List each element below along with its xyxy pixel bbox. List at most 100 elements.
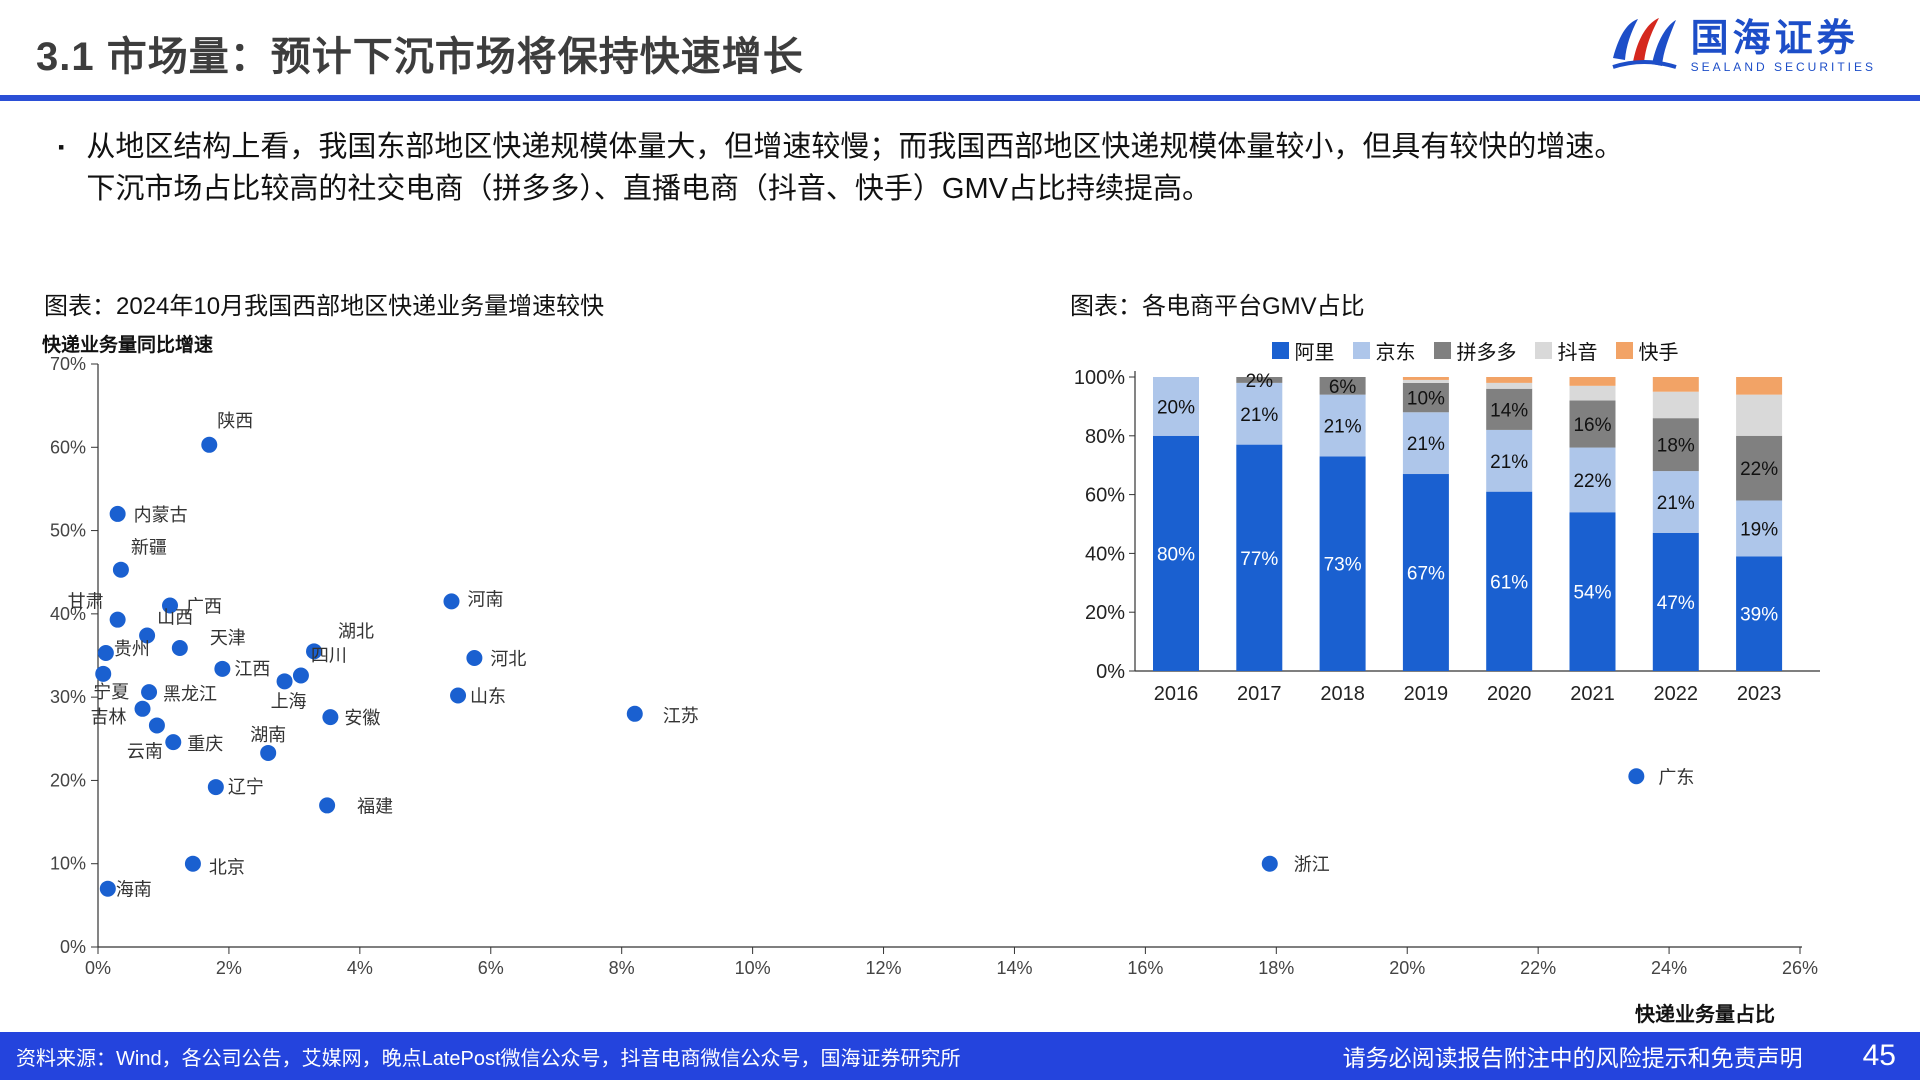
gmv-bar-chart: 0% 20% 40% 60% 80% 100% 2016 80% 20% 2017 77% 21% 2%…: [1074, 367, 1820, 705]
bullet-line-2: 下沉市场占比较高的社交电商（拼多多）、直播电商（抖音、快手）GMV占比持续提高。: [86, 173, 1211, 205]
logo-wave-right: [1651, 20, 1676, 66]
legend-label: 阿里: [1294, 342, 1335, 364]
bar-category-label: 2016: [1154, 683, 1199, 705]
bar-segment-label: 10%: [1407, 389, 1445, 410]
bar-segment-阿里: [1319, 456, 1366, 671]
x-tick-label: 10%: [735, 958, 771, 978]
x-tick-label: 8%: [609, 958, 635, 978]
bar-segment-label: 22%: [1740, 459, 1778, 480]
page-title: 3.1 市场量：预计下沉市场将保持快速增长: [36, 35, 804, 79]
scatter-point: [139, 627, 156, 644]
bar-y-tick-label: 40%: [1085, 543, 1125, 565]
x-tick-label: 20%: [1389, 958, 1425, 978]
bar-segment-阿里: [1486, 491, 1533, 671]
bar-y-tick-label: 80%: [1085, 426, 1125, 448]
scatter-chart: 0% 2% 4% 6% 8% 10% 12% 14% 16% 18% 20% 22% 24% 26% 0% 1…: [50, 354, 1818, 978]
scatter-point-label: 海南: [116, 880, 152, 900]
footer-bar: 资料来源：Wind，各公司公告，艾媒网，晚点LatePost微信公众号，抖音电商…: [0, 1032, 1920, 1080]
scatter-point-label: 江苏: [663, 706, 699, 726]
scatter-point: [1261, 855, 1278, 872]
bullet-marker-icon: ▪: [58, 137, 65, 157]
scatter-point-label: 浙江: [1294, 855, 1330, 875]
bar-segment-label: 67%: [1407, 564, 1445, 585]
scatter-point-label: 云南: [127, 741, 163, 761]
bar-segment-拼多多: [1486, 388, 1533, 430]
company-logo: 国海证券 SEALAND SECURITIES: [1607, 12, 1876, 79]
x-tick-label: 22%: [1520, 958, 1556, 978]
legend-swatch: [1615, 342, 1633, 359]
y-tick-label: 60%: [50, 437, 86, 457]
scatter-chart-title: 图表：2024年10月我国西部地区快递业务量增速较快: [44, 293, 605, 320]
legend-swatch: [1271, 342, 1289, 359]
bar-segment-京东: [1153, 377, 1199, 436]
bar-segment-京东: [1569, 447, 1616, 513]
bar-segment-快手: [1736, 377, 1783, 395]
bar-category-label: 2020: [1487, 683, 1532, 705]
scatter-point: [1628, 768, 1645, 785]
scatter-point-label: 江西: [234, 659, 270, 679]
legend-label: 快手: [1638, 342, 1679, 364]
footer-disclaimer-text: 请务必阅读报告附注中的风险提示和免责声明: [1342, 1045, 1803, 1071]
scatter-point-label: 重庆: [187, 734, 223, 754]
bar-segment-抖音: [1486, 382, 1533, 389]
x-tick-label: 16%: [1127, 958, 1163, 978]
scatter-point-label: 天津: [210, 628, 246, 648]
scatter-point-label: 湖南: [250, 725, 286, 745]
bar-segment-label: 80%: [1157, 544, 1195, 565]
x-tick-label: 2%: [216, 958, 242, 978]
bar-segment-label: 20%: [1157, 397, 1195, 418]
bar-segment-快手: [1402, 377, 1449, 380]
bar-category-label: 2017: [1237, 683, 1282, 705]
x-tick-label: 18%: [1258, 958, 1294, 978]
scatter-x-axis-title: 快递业务量占比: [1635, 1004, 1775, 1026]
scatter-point: [148, 717, 165, 734]
scatter-point: [141, 684, 158, 701]
scatter-point: [162, 597, 179, 614]
scatter-point-label: 辽宁: [228, 777, 264, 797]
y-tick-label: 40%: [50, 604, 86, 624]
scatter-point: [99, 880, 116, 897]
scatter-point: [319, 797, 336, 814]
bar-segment-拼多多: [1319, 377, 1366, 395]
gmv-chart-legend: 阿里 京东 拼多多 抖音 快手: [1060, 336, 1890, 365]
scatter-point-label: 四川: [311, 645, 347, 665]
bar-segment-label: 77%: [1240, 549, 1278, 570]
scatter-point: [207, 779, 224, 796]
y-tick-label: 70%: [50, 354, 86, 374]
legend-swatch: [1352, 342, 1370, 359]
scatter-point-label: 甘肃: [68, 592, 104, 612]
scatter-point: [276, 673, 293, 690]
bullet-line-1: 从地区结构上看，我国东部地区快递规模体量大，但增速较慢；而我国西部地区快递规模体…: [86, 131, 1624, 163]
scatter-point-label: 湖北: [338, 621, 374, 641]
bar-segment-抖音: [1652, 391, 1699, 419]
y-tick-label: 20%: [50, 770, 86, 790]
scatter-point: [292, 667, 309, 684]
x-tick-label: 4%: [347, 958, 373, 978]
bar-y-tick-label: 0%: [1096, 661, 1125, 683]
bar-segment-阿里: [1652, 532, 1699, 671]
legend-label: 抖音: [1557, 342, 1598, 364]
bar-segment-京东: [1652, 471, 1699, 533]
logo-underline-wave: [1612, 60, 1677, 69]
bar-segment-label: 21%: [1240, 405, 1278, 426]
scatter-point-label: 安徽: [344, 708, 380, 728]
legend-item-快手: 快手: [1615, 336, 1679, 365]
bar-segment-label: 19%: [1740, 519, 1778, 540]
scatter-point: [306, 643, 323, 660]
scatter-point: [184, 855, 201, 872]
bar-y-tick-label: 100%: [1074, 367, 1125, 389]
bullet-block: ▪ 从地区结构上看，我国东部地区快递规模体量大，但增速较慢；而我国西部地区快递规…: [58, 126, 1858, 210]
scatter-point-label: 河南: [467, 589, 503, 609]
footer-page-number: 45: [1862, 1039, 1896, 1072]
scatter-y-axis-title: 快递业务量同比增速: [42, 335, 214, 356]
scatter-point-label: 福建: [357, 796, 393, 816]
logo-name-en: SEALAND SECURITIES: [1690, 59, 1876, 74]
bar-segment-阿里: [1569, 512, 1616, 671]
bar-segment-拼多多: [1736, 435, 1783, 501]
bar-segment-阿里: [1736, 556, 1783, 671]
legend-item-京东: 京东: [1352, 336, 1416, 365]
legend-item-拼多多: 拼多多: [1433, 336, 1517, 365]
bar-segment-拼多多: [1652, 418, 1699, 472]
scatter-point: [97, 645, 114, 662]
